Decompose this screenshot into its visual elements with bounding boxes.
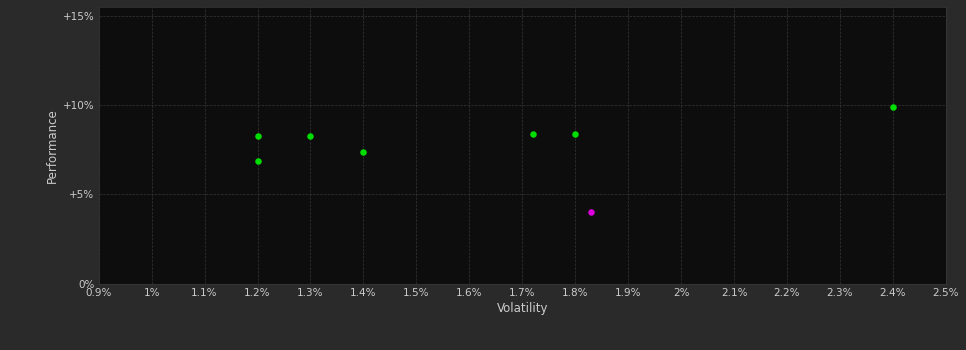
Point — [250, 133, 266, 138]
Point — [250, 158, 266, 163]
Point — [885, 104, 900, 110]
Point — [302, 133, 318, 138]
Point — [355, 149, 371, 154]
Y-axis label: Performance: Performance — [45, 108, 59, 183]
Point — [583, 210, 599, 215]
Point — [567, 131, 582, 136]
X-axis label: Volatility: Volatility — [497, 302, 548, 315]
Point — [526, 131, 541, 136]
